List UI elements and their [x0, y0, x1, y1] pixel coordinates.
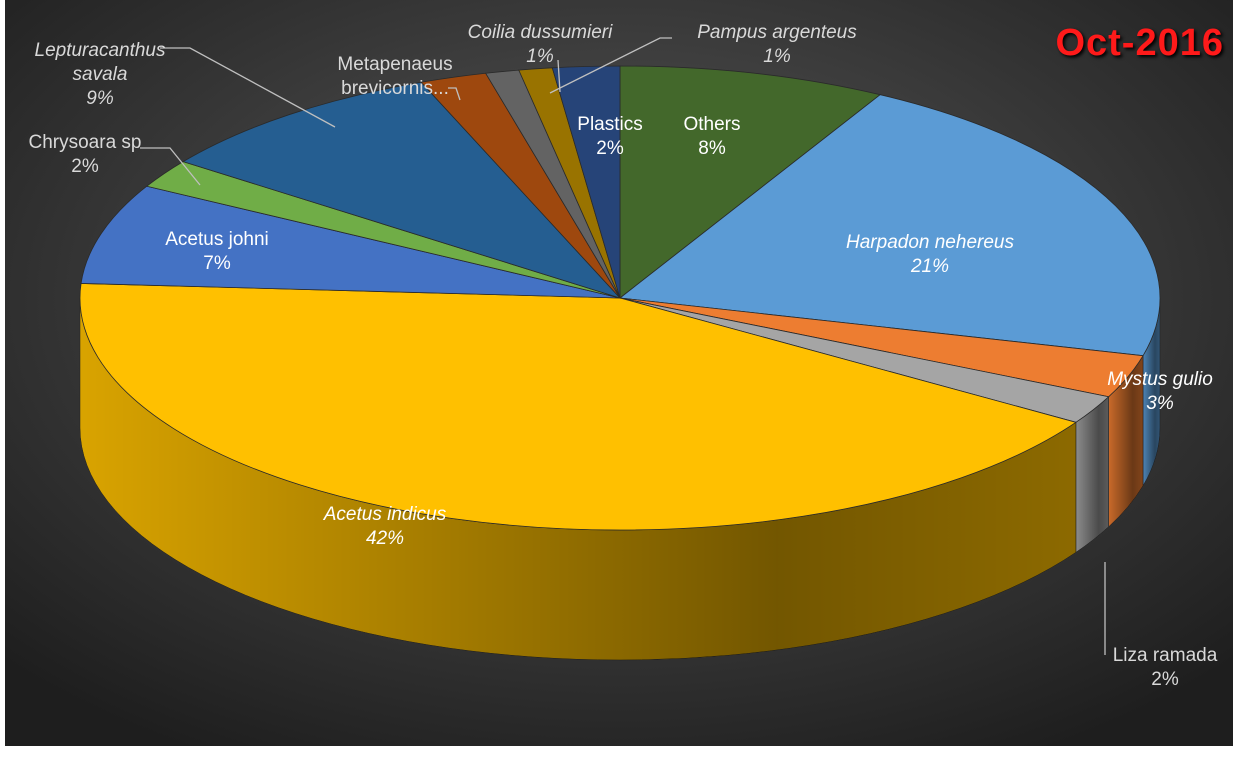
- value-label: 2%: [71, 156, 99, 177]
- category-label: Metapenaeus brevicornis...: [337, 54, 453, 99]
- category-label: Acetus indicus: [323, 504, 447, 525]
- value-label: 1%: [763, 46, 791, 67]
- slice-side-shade: [1108, 355, 1144, 527]
- leader-line: [549, 37, 672, 94]
- slice-label: Acetus johni 7%: [165, 228, 269, 276]
- slice-side-shade: [80, 298, 1076, 660]
- category-label: Pampus argenteus: [697, 22, 857, 43]
- value-label: 42%: [365, 528, 405, 549]
- slice-side-shade: [1143, 298, 1160, 486]
- slice-label: Coilia dussumieri 1%: [468, 21, 613, 69]
- pie-tops: [79, 65, 1161, 531]
- slice-label: Harpadon nehereus 21%: [846, 231, 1014, 279]
- slice: [618, 94, 1161, 357]
- slice: [619, 65, 882, 299]
- category-label: Chrysoara sp: [28, 132, 142, 153]
- value-label: 1%: [526, 46, 554, 67]
- leader-line: [140, 147, 201, 186]
- slice-label: Chrysoara sp 2%: [29, 131, 142, 179]
- category-label: Lepturacanthus savala: [34, 40, 166, 85]
- leader-lines: [140, 37, 1106, 655]
- category-label: Acetus johni: [165, 229, 269, 250]
- value-label: 8%: [698, 138, 726, 159]
- slice-label: Liza ramada 2%: [1113, 644, 1218, 692]
- slice-label: Plastics 2%: [577, 113, 642, 161]
- slice-side-shade: [1075, 396, 1109, 553]
- value-label: 7%: [203, 253, 231, 274]
- category-label: Harpadon nehereus: [846, 232, 1014, 253]
- value-label: 2%: [596, 138, 624, 159]
- slice: [80, 185, 621, 299]
- leader-line: [160, 47, 336, 128]
- slice-label: Lepturacanthus savala 9%: [20, 39, 180, 111]
- slice-label: Mystus gulio 3%: [1107, 368, 1213, 416]
- value-label: 9%: [86, 88, 114, 109]
- slice-label: Others 8%: [683, 113, 740, 161]
- value-label: 2%: [1151, 669, 1179, 690]
- category-label: Coilia dussumieri: [467, 22, 613, 43]
- category-label: Liza ramada: [1112, 645, 1218, 666]
- category-label: Others: [683, 114, 741, 135]
- slice-label: Pampus argenteus 1%: [697, 21, 857, 69]
- slice: [79, 283, 1077, 531]
- slice: [182, 81, 622, 299]
- slice-label: Metapenaeus brevicornis...: [330, 53, 460, 101]
- pie-sides: [79, 297, 1161, 661]
- category-label: Plastics: [577, 114, 643, 135]
- value-label: 3%: [1146, 393, 1174, 414]
- slice: [551, 65, 621, 299]
- leader-line: [557, 59, 561, 93]
- category-label: Mystus gulio: [1107, 369, 1213, 390]
- chart-title: Oct-2016: [1055, 22, 1224, 64]
- slice-label: Acetus indicus 42%: [324, 503, 447, 551]
- leader-line: [448, 87, 461, 101]
- value-label: 21%: [910, 256, 950, 277]
